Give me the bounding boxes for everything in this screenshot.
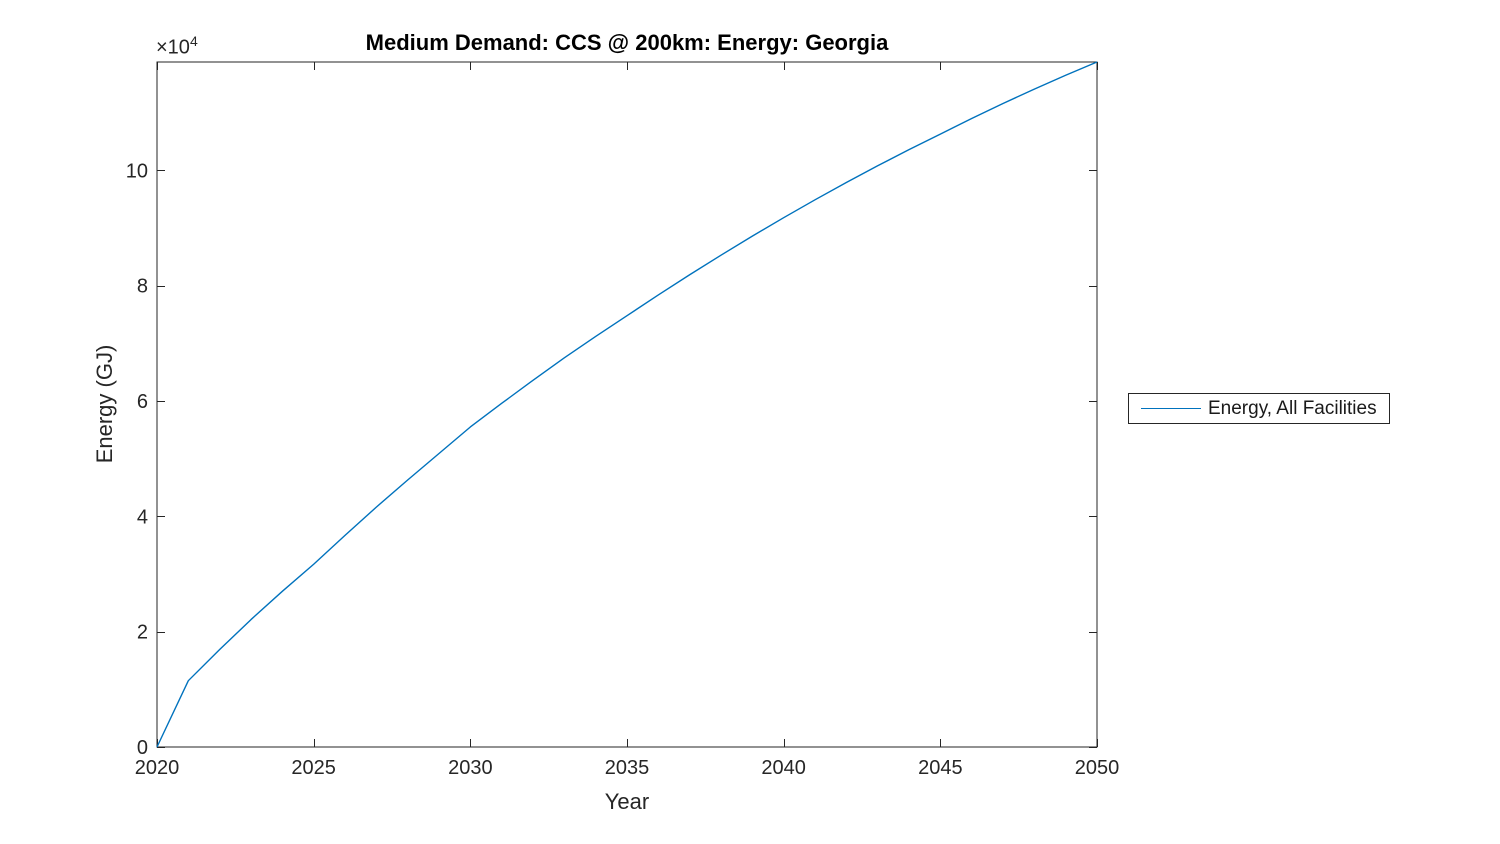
y-tick-label: 8 — [137, 276, 148, 298]
x-tick-label: 2050 — [1075, 757, 1120, 779]
y-tick-label: 10 — [126, 160, 148, 182]
y-tick-label: 4 — [137, 506, 148, 528]
axes-box — [156, 61, 1098, 748]
y-axis-exponent-power: 4 — [189, 33, 198, 49]
y-tick-label: 2 — [137, 622, 148, 644]
x-tick-label: 2025 — [291, 757, 336, 779]
series-line[interactable] — [156, 61, 1098, 748]
y-axis-exponent-base: ×10 — [156, 36, 190, 59]
chart-title: Medium Demand: CCS @ 200km: Energy: Geor… — [365, 30, 889, 55]
x-tick-label: 2040 — [761, 757, 806, 779]
legend-line-sample — [1141, 408, 1201, 409]
y-tick-label: 6 — [137, 391, 148, 413]
x-axis-label: Year — [604, 789, 650, 814]
legend-label: Energy, All Facilities — [1208, 397, 1377, 419]
y-axis-exponent: ×104 — [156, 33, 198, 60]
x-tick-label: 2045 — [918, 757, 963, 779]
x-tick-label: 2020 — [135, 757, 180, 779]
legend[interactable]: Energy, All Facilities — [1128, 393, 1390, 424]
x-tick-label: 2030 — [448, 757, 493, 779]
y-tick-label: 0 — [137, 737, 148, 759]
x-tick-label: 2035 — [605, 757, 650, 779]
